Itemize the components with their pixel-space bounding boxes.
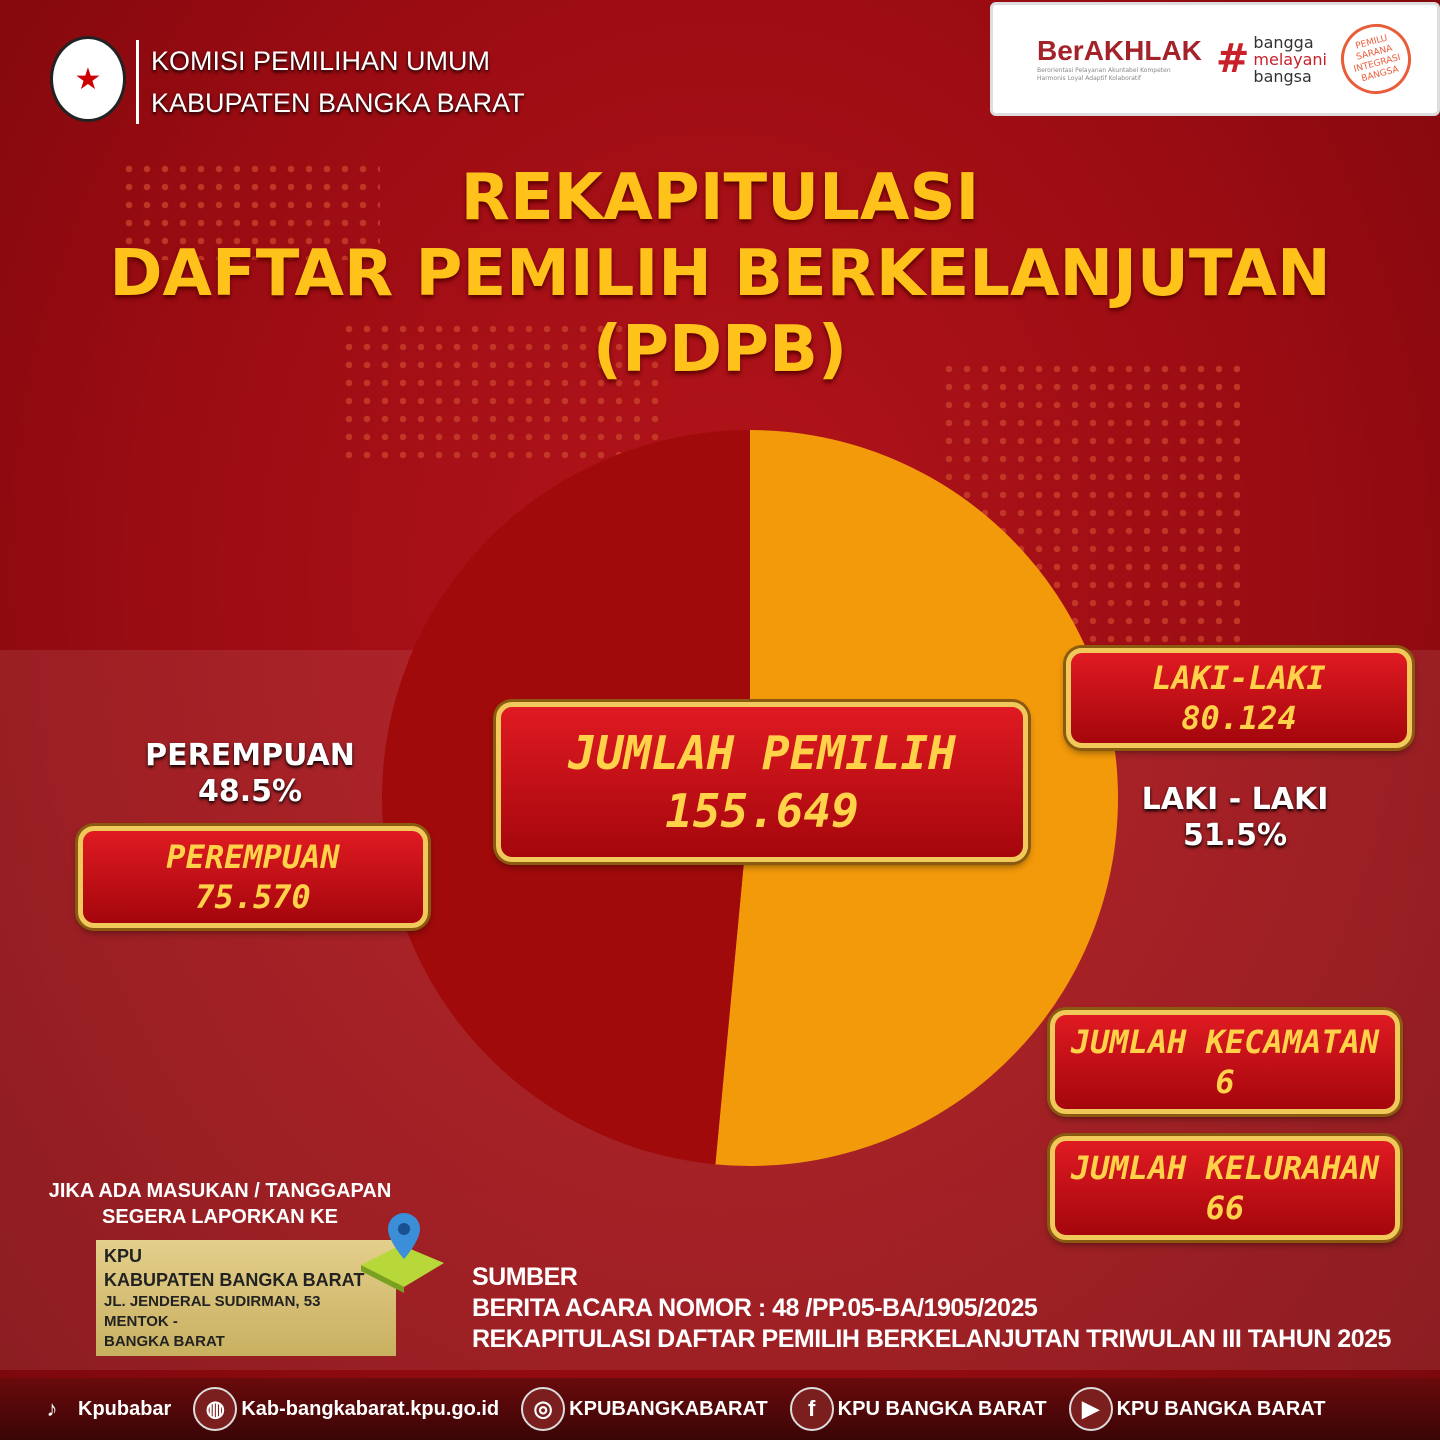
instagram-link[interactable]: ◎ KPUBANGKABARAT	[521, 1387, 768, 1431]
world-map-dots	[120, 160, 380, 260]
map-pin-icon	[361, 1213, 444, 1293]
instagram-label: KPUBANGKABARAT	[569, 1397, 768, 1420]
kelurahan-label: JUMLAH KELURAHAN	[1070, 1149, 1380, 1187]
title-line3: (PDPB)	[592, 313, 848, 387]
kecamatan-label: JUMLAH KECAMATAN	[1070, 1023, 1380, 1061]
berakhlak-logo: BerAKHLAK	[1037, 35, 1202, 66]
tiktok-link[interactable]: ♪ Kpubabar	[30, 1387, 172, 1431]
instagram-icon: ◎	[521, 1387, 566, 1431]
kecamatan-box: JUMLAH KECAMATAN 6	[1050, 1010, 1400, 1114]
female-value: 75.570	[195, 878, 311, 916]
website-link[interactable]: ◍ Kab-bangkabarat.kpu.go.id	[193, 1387, 499, 1431]
hashtag-icon: #	[1215, 36, 1250, 82]
title-line1: REKAPITULASI	[460, 161, 980, 235]
source-heading: SUMBER	[472, 1263, 578, 1291]
source-line2: REKAPITULASI DAFTAR PEMILIH BERKELANJUTA…	[472, 1325, 1391, 1353]
male-percent: 51.5%	[1182, 818, 1288, 853]
address-line3: JL. JENDERAL SUDIRMAN, 53 MENTOK -	[104, 1293, 321, 1330]
melayani: melayani	[1253, 49, 1327, 69]
org-name: KOMISI PEMILIHAN UMUM KABUPATEN BANGKA B…	[136, 40, 525, 124]
facebook-label: KPU BANGKA BARAT	[837, 1397, 1047, 1420]
report-notice: JIKA ADA MASUKAN / TANGGAPAN SEGERA LAPO…	[30, 1178, 410, 1230]
source-line1: BERITA ACARA NOMOR : 48 /PP.05-BA/1905/2…	[472, 1294, 1038, 1322]
male-box: LAKI-LAKI 80.124	[1066, 648, 1412, 748]
source-info: SUMBER BERITA ACARA NOMOR : 48 /PP.05-BA…	[472, 1262, 1391, 1355]
female-percent: 48.5%	[197, 774, 303, 809]
kpu-logo: ★	[50, 36, 126, 122]
report-line2: SEGERA LAPORKAN KE	[102, 1206, 338, 1228]
address-line4: BANGKA BARAT	[104, 1333, 225, 1350]
address-box: KPU KABUPATEN BANGKA BARAT JL. JENDERAL …	[96, 1240, 396, 1356]
berakhlak-banner: BerAKHLAK Berorientasi Pelayanan Akuntab…	[990, 2, 1440, 116]
page-title: REKAPITULASI DAFTAR PEMILIH BERKELANJUTA…	[0, 160, 1440, 388]
address-line1: KPU	[104, 1246, 143, 1266]
org-line1: KOMISI PEMILIHAN UMUM	[151, 46, 491, 76]
male-label: LAKI-LAKI	[1152, 659, 1326, 697]
youtube-link[interactable]: ▶ KPU BANGKA BARAT	[1068, 1387, 1326, 1431]
female-label: PEREMPUAN	[166, 838, 340, 876]
bangga-melayani-logo: # bangga melayani bangsa	[1216, 34, 1327, 85]
female-category: PEREMPUAN	[145, 738, 355, 773]
address-line2: KABUPATEN BANGKA BARAT	[104, 1270, 365, 1290]
total-voters-box: JUMLAH PEMILIH 155.649	[496, 702, 1028, 862]
tiktok-label: Kpubabar	[78, 1397, 172, 1420]
bangsa: bangsa	[1253, 66, 1312, 86]
total-label: JUMLAH PEMILIH	[568, 726, 956, 780]
website-label: Kab-bangkabarat.kpu.go.id	[241, 1397, 500, 1420]
report-line1: JIKA ADA MASUKAN / TANGGAPAN	[48, 1180, 392, 1202]
kelurahan-value: 66	[1205, 1189, 1245, 1227]
world-map-dots	[340, 320, 670, 460]
title-line2: DAFTAR PEMILIH BERKELANJUTAN	[109, 237, 1331, 311]
social-footer: ♪ Kpubabar ◍ Kab-bangkabarat.kpu.go.id ◎ KP…	[0, 1378, 1440, 1440]
berakhlak-sub: Berorientasi Pelayanan Akuntabel Kompete…	[1037, 67, 1171, 82]
total-value: 155.649	[665, 784, 859, 838]
kecamatan-value: 6	[1215, 1063, 1235, 1101]
female-percent-label: PEREMPUAN 48.5%	[130, 738, 370, 810]
facebook-link[interactable]: f KPU BANGKA BARAT	[789, 1387, 1047, 1431]
org-line2: KABUPATEN BANGKA BARAT	[151, 88, 525, 118]
male-value: 80.124	[1181, 699, 1297, 737]
tiktok-icon: ♪	[46, 1396, 58, 1421]
bangga: bangga	[1253, 32, 1314, 52]
youtube-icon: ▶	[1068, 1387, 1113, 1431]
globe-icon: ◍	[193, 1387, 238, 1431]
female-box: PEREMPUAN 75.570	[78, 826, 428, 928]
male-percent-label: LAKI - LAKI 51.5%	[1120, 782, 1350, 854]
youtube-label: KPU BANGKA BARAT	[1116, 1397, 1326, 1420]
male-category: LAKI - LAKI	[1141, 782, 1329, 817]
kelurahan-box: JUMLAH KELURAHAN 66	[1050, 1136, 1400, 1240]
facebook-icon: f	[789, 1387, 834, 1431]
